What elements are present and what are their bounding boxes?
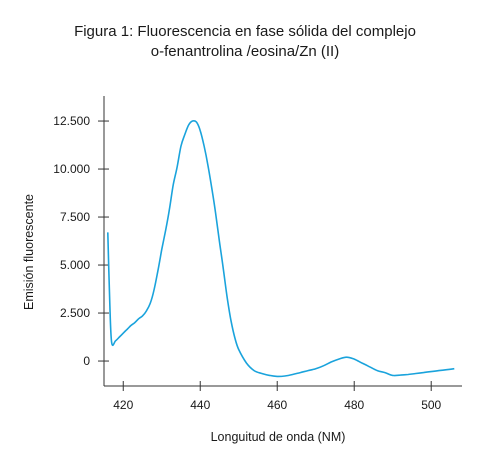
chart-axes [103,96,462,387]
x-axis-label: Longuitud de onda (NM) [211,430,346,444]
x-tick-label: 500 [421,398,441,412]
y-tick-label: 10.000 [53,162,90,176]
y-tick-label: 5.000 [60,258,90,272]
y-tick-label: 12.500 [53,114,90,128]
chart-ticks: 0 2.500 5.000 7.500 10.000 12.500 420 440 460 480… [53,114,441,412]
x-tick-label: 460 [267,398,287,412]
y-tick-label: 7.500 [60,210,90,224]
x-tick-label: 420 [113,398,133,412]
y-tick-label: 2.500 [60,306,90,320]
series-line [107,119,455,378]
chart-title: Figura 1: Fluorescencia en fase sólida d… [0,22,490,62]
y-tick-label: 0 [83,354,90,368]
chart-title-line2: o-fenantrolina /eosina/Zn (II) [150,43,340,60]
chart-title-line1: Figura 1: Fluorescencia en fase sólida d… [74,23,416,40]
x-tick-label: 480 [344,398,364,412]
chart-series [107,119,455,378]
x-tick-label: 440 [190,398,210,412]
y-axis-label: Emisión fluorescente [22,194,36,310]
